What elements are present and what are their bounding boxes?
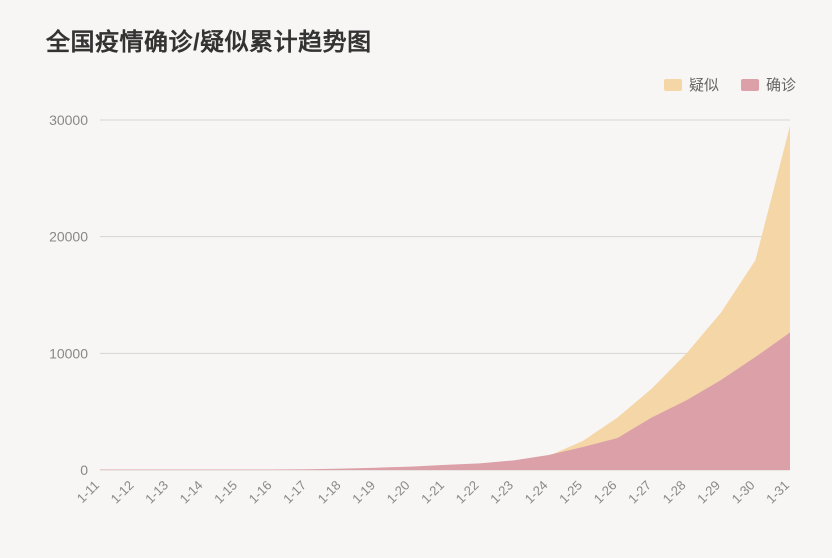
- svg-text:1-25: 1-25: [556, 478, 585, 507]
- legend-swatch-confirmed: [741, 79, 759, 91]
- svg-text:1-18: 1-18: [315, 478, 344, 507]
- svg-text:1-17: 1-17: [280, 478, 309, 507]
- chart-plot-area: 0100002000030000 1-111-121-131-141-151-1…: [0, 100, 832, 530]
- svg-text:1-29: 1-29: [694, 478, 723, 507]
- svg-text:1-24: 1-24: [522, 478, 551, 507]
- svg-text:1-14: 1-14: [177, 478, 206, 507]
- svg-text:20000: 20000: [49, 229, 88, 245]
- legend-item-confirmed: 确诊: [741, 74, 796, 95]
- svg-text:1-28: 1-28: [660, 478, 689, 507]
- svg-text:1-16: 1-16: [246, 478, 275, 507]
- legend: 疑似 确诊: [664, 74, 796, 95]
- svg-text:1-26: 1-26: [591, 478, 620, 507]
- chart-title: 全国疫情确诊/疑似累计趋势图: [46, 22, 372, 57]
- svg-text:1-19: 1-19: [349, 478, 378, 507]
- chart-container: 全国疫情确诊/疑似累计趋势图 疑似 确诊 0 10000 20000 30000 1-…: [0, 0, 832, 558]
- svg-text:1-20: 1-20: [384, 478, 413, 507]
- svg-text:1-12: 1-12: [108, 478, 137, 507]
- svg-text:1-11: 1-11: [74, 478, 102, 506]
- xaxis-group: 1-111-121-131-141-151-161-171-181-191-20…: [74, 478, 792, 507]
- svg-text:1-13: 1-13: [142, 478, 171, 507]
- legend-item-suspected: 疑似: [664, 74, 719, 95]
- svg-text:1-22: 1-22: [453, 478, 482, 507]
- legend-label-suspected: 疑似: [689, 74, 719, 95]
- chart-svg: 0100002000030000 1-111-121-131-141-151-1…: [0, 100, 832, 530]
- yaxis-group: 0 10000 20000 30000: [49, 112, 88, 478]
- svg-text:1-27: 1-27: [625, 478, 654, 507]
- svg-text:1-31: 1-31: [763, 478, 792, 507]
- svg-text:1-21: 1-21: [418, 478, 447, 507]
- svg-text:1-15: 1-15: [211, 478, 240, 507]
- svg-text:10000: 10000: [49, 345, 88, 361]
- legend-label-confirmed: 确诊: [766, 74, 796, 95]
- svg-text:1-23: 1-23: [487, 478, 516, 507]
- svg-text:1-30: 1-30: [729, 478, 758, 507]
- svg-text:0: 0: [80, 462, 88, 478]
- svg-text:30000: 30000: [49, 112, 88, 128]
- legend-swatch-suspected: [664, 79, 682, 91]
- areas-group: [100, 126, 790, 470]
